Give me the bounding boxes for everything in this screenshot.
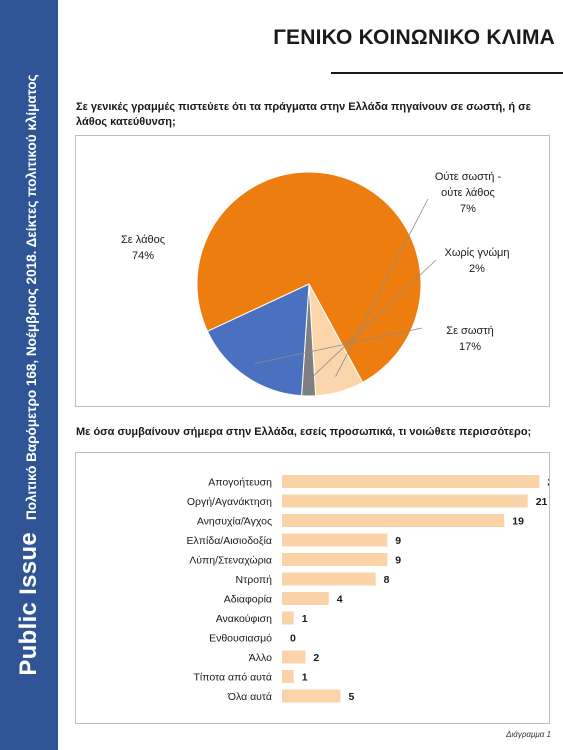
bar-category-label: Λύπη/Στεναχώρια <box>189 555 272 567</box>
pie-value-label: 17% <box>459 341 481 353</box>
bar <box>282 475 540 488</box>
bar <box>282 553 388 566</box>
pie-slice-label: Σε λάθος 74% <box>121 234 165 262</box>
pie-chart-panel: Σε λάθος 74% Ούτε σωστή - ούτε λάθος 7% Χωρίς… <box>75 135 550 407</box>
pie-slice <box>196 171 422 384</box>
bar-category-label: Οργή/Αγανάκτηση <box>187 496 272 508</box>
question-direction: Σε γενικές γραμμές πιστεύετε ότι τα πράγ… <box>76 101 531 128</box>
pie-slice-label: Χωρίς γνώμη 2% <box>444 247 509 275</box>
bar-value-label: 19 <box>512 516 524 528</box>
page-title: ΓΕΝΙΚΟ ΚΟΙΝΩΝΙΚΟ ΚΛΙΜΑ <box>273 26 555 49</box>
bar <box>282 572 376 586</box>
bar-value-label: 22 <box>547 477 549 489</box>
bar-value-label: 0 <box>290 633 296 645</box>
pie-category-label: Ούτε σωστή - <box>435 171 502 183</box>
bar-category-label: Αδιαφορία <box>224 594 272 606</box>
pie-category-label: Χωρίς γνώμη <box>444 247 509 259</box>
bar-value-label: 1 <box>302 613 308 625</box>
bar-category-label: Ανησυχία/Άγχος <box>197 516 272 528</box>
bar-value-label: 4 <box>337 594 343 606</box>
bar-category-label: Όλα αυτά <box>227 691 272 703</box>
pie-leader-line <box>308 259 437 381</box>
bar-category-label: Τίποτα από αυτά <box>194 672 272 684</box>
bar-category-label: Ανακούφιση <box>216 613 272 625</box>
bar <box>282 533 388 547</box>
pie-slice-label: Σε σωστή 17% <box>446 325 493 353</box>
pie-leader-line <box>335 198 429 377</box>
bar <box>282 592 329 605</box>
bar-chart-panel: Απογοήτευση22Οργή/Αγανάκτηση21Ανησυχία/Ά… <box>75 452 559 724</box>
title-underline <box>331 72 563 74</box>
bar-value-label: 21 <box>536 496 548 508</box>
question-feelings: Με όσα συμβαίνουν σήμερα στην Ελλάδα, εσ… <box>76 426 532 438</box>
brand-name: Public Issue <box>15 531 42 676</box>
bar-value-label: 2 <box>313 652 319 664</box>
pie-slice-label: Ούτε σωστή - ούτε λάθος 7% <box>435 171 502 215</box>
bar <box>282 611 294 625</box>
bar-value-label: 9 <box>395 535 401 547</box>
pie-category-label: ούτε λάθος <box>441 187 495 199</box>
bar-category-label: Απογοήτευση <box>208 477 272 489</box>
pie-category-label: Σε σωστή <box>446 325 493 337</box>
bar-category-label: Άλλο <box>249 652 272 664</box>
pie-value-label: 7% <box>460 203 476 215</box>
pie-leader-line <box>254 327 423 364</box>
bar <box>282 650 306 664</box>
bar-chart: Απογοήτευση22Οργή/Αγανάκτηση21Ανησυχία/Ά… <box>187 475 559 703</box>
bar-value-label: 9 <box>395 555 401 567</box>
bar <box>282 689 341 703</box>
bar-value-label: 1 <box>302 672 308 684</box>
bar-category-label: Ελπίδα/Αισιοδοξία <box>187 535 272 547</box>
pie-slice <box>206 283 310 397</box>
pie-value-label: 2% <box>469 263 485 275</box>
pie-value-label: 74% <box>132 250 154 262</box>
pie-category-label: Σε λάθος <box>121 234 165 246</box>
bar <box>282 670 294 683</box>
sidebar-text: Public Issue Πολιτικό Βαρόμετρο 168, Νοέ… <box>15 74 43 675</box>
bar-category-label: Ενθουσιασμό <box>209 633 272 645</box>
bar <box>282 514 505 527</box>
bar-value-label: 8 <box>384 574 390 586</box>
figure-caption: Διάγραμμα 1 <box>506 730 551 739</box>
pie-chart: Σε λάθος 74% Ούτε σωστή - ούτε λάθος 7% Χωρίς… <box>121 171 510 397</box>
bar-value-label: 5 <box>349 691 355 703</box>
bar-category-label: Ντροπή <box>236 574 273 586</box>
publication-subtitle: Πολιτικό Βαρόμετρο 168, Νοέμβριος 2018. … <box>24 74 39 520</box>
sidebar-band: Public Issue Πολιτικό Βαρόμετρο 168, Νοέ… <box>0 0 58 750</box>
bar <box>282 494 528 508</box>
